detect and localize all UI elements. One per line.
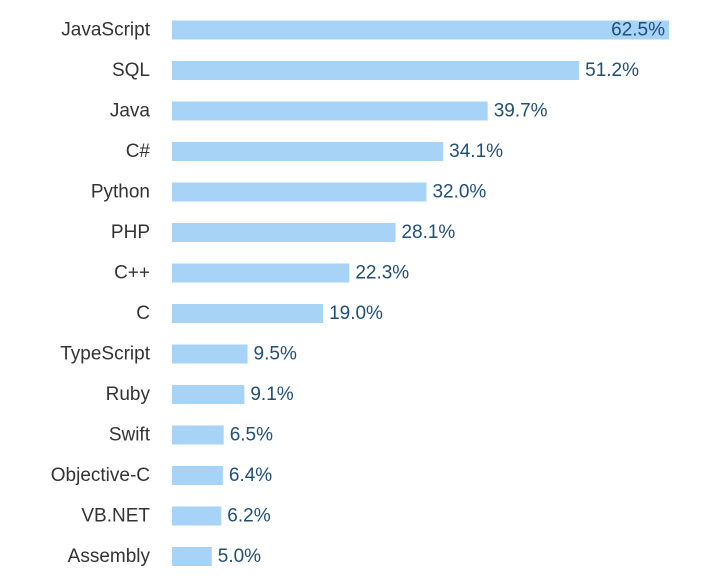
bar-javascript [172,20,669,40]
value-label-php: 28.1% [401,222,455,243]
bar-php [172,223,396,242]
category-label-c: C [136,303,150,324]
category-label-php: PHP [111,222,150,243]
category-label-objective-c: Objective-C [51,465,150,486]
category-label-vb-net: VB.NET [81,506,150,527]
category-label-sql: SQL [112,60,150,81]
category-label-swift: Swift [109,425,151,446]
bar-c [172,304,324,323]
value-label-ruby: 9.1% [250,384,293,405]
bar-typescript [172,344,248,364]
value-label-assembly: 5.0% [218,546,261,567]
category-label-ruby: Ruby [106,384,151,405]
bar-sql [172,61,580,80]
bar-python [172,182,427,202]
bars [172,20,669,566]
value-label-python: 32.0% [432,182,486,203]
value-label-objective-c: 6.4% [229,465,272,486]
bar-c [172,142,444,161]
value-label-c: 22.3% [355,263,409,284]
bar-java [172,101,488,121]
category-label-javascript: JavaScript [61,20,150,41]
bar-swift [172,425,224,445]
value-label-javascript: 62.5% [611,20,665,41]
bar-c [172,263,350,283]
bar-ruby [172,385,245,404]
category-label-c: C# [126,141,151,162]
value-label-java: 39.7% [494,101,548,122]
value-label-c: 34.1% [449,141,503,162]
category-labels: JavaScript SQL Java C# Python PHP C++ C TypeScri… [51,20,151,568]
value-label-sql: 51.2% [585,60,639,81]
bar-vb-net [172,506,222,526]
category-label-c: C++ [114,263,150,284]
value-label-typescript: 9.5% [254,344,297,365]
category-label-assembly: Assembly [68,546,151,567]
category-label-java: Java [110,101,151,122]
value-label-vb-net: 6.2% [227,506,270,527]
value-label-c: 19.0% [329,303,383,324]
category-label-typescript: TypeScript [60,344,150,365]
category-label-python: Python [91,182,150,203]
bar-objective-c [172,466,223,485]
value-labels: 62.5% 51.2% 39.7% 34.1% 32.0% 28.1% 22.3% 19.0%… [218,20,665,568]
bar-assembly [172,547,212,566]
value-label-swift: 6.5% [230,425,273,446]
